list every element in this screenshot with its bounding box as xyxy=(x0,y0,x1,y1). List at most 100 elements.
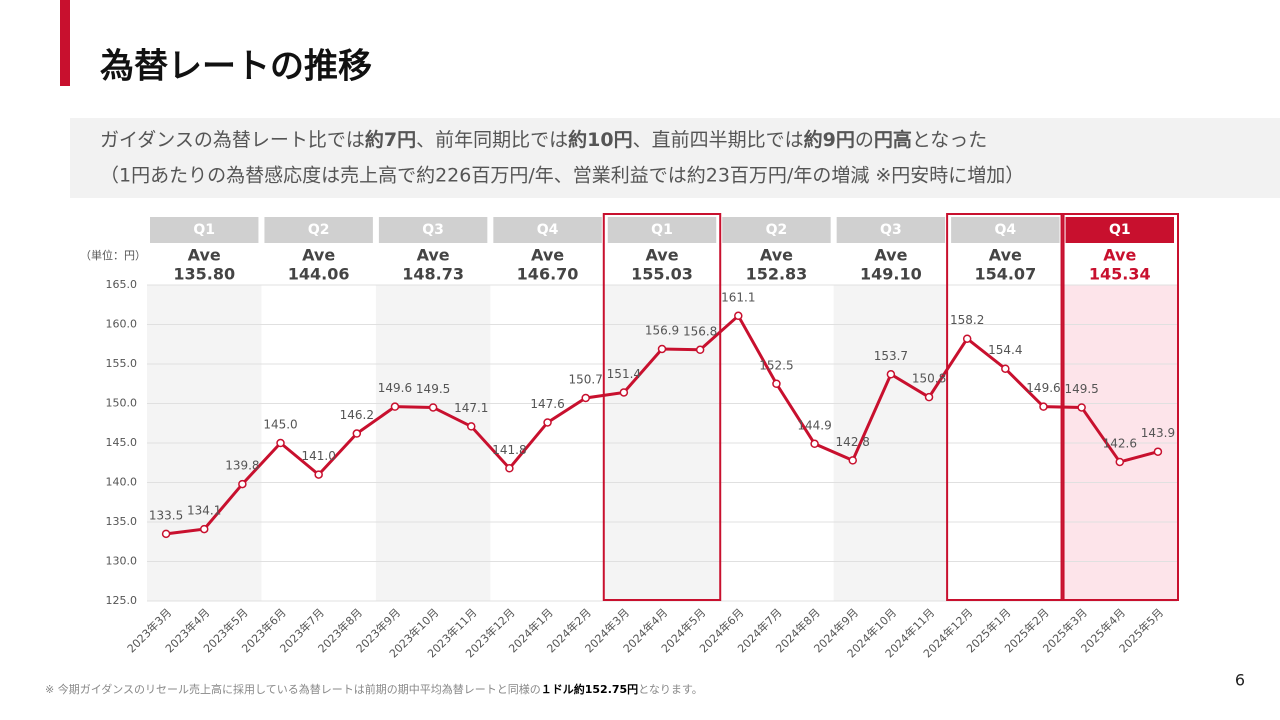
average-value: 152.83 xyxy=(746,265,808,284)
average-label: Ave xyxy=(302,246,335,265)
page-number: 6 xyxy=(1235,671,1245,690)
data-label: 156.9 xyxy=(645,323,679,337)
data-label: 142.6 xyxy=(1103,436,1137,450)
quarter-name: Q1 xyxy=(1109,222,1131,238)
text-run: となった xyxy=(912,129,987,151)
quarter-name: Q4 xyxy=(995,222,1017,238)
point xyxy=(1039,402,1048,411)
text-run: 、直前四半期比では xyxy=(633,129,804,151)
data-label: 156.8 xyxy=(683,324,717,338)
quarter-header xyxy=(264,217,373,243)
quarter-header xyxy=(493,217,602,243)
point xyxy=(848,456,857,465)
text-run: 、前年同期比では xyxy=(416,129,568,151)
point xyxy=(734,311,743,321)
data-label: 144.9 xyxy=(797,418,831,432)
point xyxy=(619,388,629,397)
point xyxy=(1153,447,1163,456)
point xyxy=(657,344,667,354)
data-label: 152.5 xyxy=(759,358,793,372)
text-run: 約10円 xyxy=(568,128,632,151)
quarter-header xyxy=(378,217,488,243)
y-tick-label: 135.0 xyxy=(106,515,138,528)
y-tick-label: 140.0 xyxy=(106,476,138,489)
average-value: 154.07 xyxy=(974,265,1036,284)
data-label: 149.5 xyxy=(1064,382,1098,396)
accent-bar xyxy=(60,0,70,86)
quarter-frame xyxy=(602,213,722,601)
quarter-header xyxy=(836,217,946,243)
data-label: 150.7 xyxy=(569,372,603,386)
y-tick-label: 165.0 xyxy=(106,278,138,291)
y-tick-label: 160.0 xyxy=(106,318,138,331)
data-label: 161.1 xyxy=(721,290,755,304)
average-label: Ave xyxy=(989,246,1022,265)
footnote: ※ 今期ガイダンスのリセール売上高に採用している為替レートは前期の期中平均為替レ… xyxy=(45,682,703,696)
point xyxy=(314,470,323,479)
average-label: Ave xyxy=(1103,246,1136,265)
average-label: Ave xyxy=(531,246,564,265)
y-tick-label: 130.0 xyxy=(106,555,138,568)
data-label: 145.0 xyxy=(263,418,297,432)
point xyxy=(924,392,934,402)
average-value: 146.70 xyxy=(517,265,579,284)
quarter-header xyxy=(607,217,717,243)
quarter-name: Q3 xyxy=(422,222,444,238)
average-label: Ave xyxy=(417,246,450,265)
data-label: 158.2 xyxy=(950,313,984,327)
text-run: の xyxy=(855,129,874,151)
slide-title: 為替レートの推移 xyxy=(100,47,372,87)
point xyxy=(467,422,476,431)
data-label: 142.8 xyxy=(836,435,870,449)
quarter-header xyxy=(722,217,831,243)
data-label: 149.6 xyxy=(378,381,412,395)
data-label: 141.8 xyxy=(492,443,526,457)
average-value: 135.80 xyxy=(173,265,235,284)
point xyxy=(962,334,972,343)
y-tick-label: 145.0 xyxy=(106,436,138,449)
data-label: 146.2 xyxy=(340,408,374,422)
data-label: 133.5 xyxy=(149,508,183,522)
point xyxy=(543,418,552,427)
point xyxy=(238,479,247,489)
average-label: Ave xyxy=(645,246,678,265)
data-label: 141.0 xyxy=(301,449,335,463)
point xyxy=(1001,364,1010,373)
point xyxy=(772,379,781,388)
text-run: 約7円 xyxy=(365,128,416,151)
point xyxy=(1077,403,1086,412)
text-run: ※ 今期ガイダンスのリセール売上高に採用している為替レートは前期の期中平均為替レ… xyxy=(45,682,541,696)
quarter-name: Q4 xyxy=(537,222,559,238)
quarter-name: Q2 xyxy=(308,222,330,238)
point xyxy=(581,393,590,403)
average-value: 155.03 xyxy=(631,265,693,284)
text-run: となります。 xyxy=(638,683,703,696)
average-value: 145.34 xyxy=(1089,265,1151,284)
data-label: 134.1 xyxy=(187,504,221,518)
point xyxy=(161,529,171,539)
average-label: Ave xyxy=(874,246,907,265)
text-run: 円高 xyxy=(874,128,912,151)
y-tick-label: 150.0 xyxy=(106,397,138,410)
point xyxy=(428,403,438,412)
quarter-header xyxy=(1065,217,1174,243)
quarter-name: Q3 xyxy=(880,222,902,238)
average-value: 149.10 xyxy=(860,265,922,284)
point xyxy=(276,438,285,448)
unit-label: （単位：円） xyxy=(80,248,146,262)
point xyxy=(390,402,400,411)
subtitle-line: ガイダンスの為替レート比では約7円、前年同期比では約10円、直前四半期比では約9… xyxy=(100,128,987,151)
data-label: 139.8 xyxy=(225,459,259,473)
data-label: 149.5 xyxy=(416,382,450,396)
quarter-header xyxy=(150,217,259,243)
subtitle-line: （1円あたりの為替感応度は売上高で約226百万円/年、営業利益では約23百万円/… xyxy=(100,165,1024,187)
quarter-name: Q2 xyxy=(766,222,788,238)
average-value: 148.73 xyxy=(402,265,464,284)
average-value: 144.06 xyxy=(288,265,350,284)
data-label: 143.9 xyxy=(1141,426,1175,440)
text-run: ガイダンスの為替レート比では xyxy=(100,129,365,151)
subtitle-box xyxy=(70,118,1280,198)
data-label: 154.4 xyxy=(988,343,1022,357)
